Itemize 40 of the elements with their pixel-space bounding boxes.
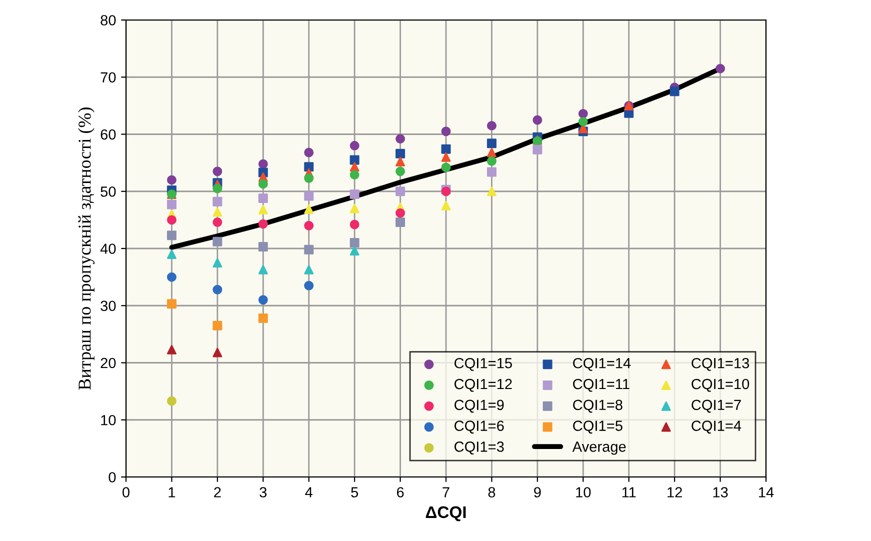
legend-label: CQI1=13 <box>692 358 750 371</box>
legend-label: CQI1=11 <box>573 378 630 392</box>
x-tick-label: 7 <box>442 487 450 498</box>
x-axis-title: ΔCQI <box>426 506 466 522</box>
legend-label: CQI1=12 <box>454 378 512 392</box>
legend-label: CQI1=7 <box>692 400 741 413</box>
y-tick-label: 30 <box>100 300 116 312</box>
y-axis-title: Витраш по пропускній здатності (%) <box>78 107 95 390</box>
x-tick-label: 4 <box>305 487 312 498</box>
legend-label: CQI1=10 <box>692 378 750 392</box>
x-tick-label: 9 <box>534 487 541 498</box>
legend-label: CQI1=4 <box>692 420 742 434</box>
legend-label: CQI1=3 <box>454 442 504 454</box>
x-tick-label: 2 <box>214 487 221 498</box>
legend-label: Average <box>572 442 626 455</box>
y-tick-label: 60 <box>100 129 116 140</box>
x-tick-label: 11 <box>622 487 636 498</box>
x-tick-label: 6 <box>396 487 404 498</box>
x-tick-label: 3 <box>260 487 267 498</box>
y-tick-label: 0 <box>108 472 116 482</box>
x-tick-label: 13 <box>713 487 728 498</box>
legend-label: CQI1=9 <box>454 400 504 413</box>
x-tick-label: 14 <box>759 487 774 498</box>
y-tick-label: 10 <box>101 414 116 426</box>
y-tick-label: 50 <box>100 186 116 197</box>
legend-label: CQI1=14 <box>573 358 631 371</box>
x-tick-label: 5 <box>351 487 358 498</box>
x-tick-label: 0 <box>122 487 130 498</box>
y-tick-label: 80 <box>100 15 116 26</box>
y-tick-label: 70 <box>100 72 116 83</box>
y-tick-label: 40 <box>100 244 116 254</box>
legend-label: CQI1=15 <box>454 358 512 371</box>
legend-label: CQI1=6 <box>454 420 504 434</box>
x-tick-label: 10 <box>576 487 591 498</box>
y-tick-label: 20 <box>100 358 116 368</box>
legend-label: CQI1=8 <box>573 400 622 413</box>
x-tick-label: 12 <box>668 487 682 498</box>
x-tick-label: 1 <box>168 487 176 498</box>
legend-label: CQI1=5 <box>573 420 622 434</box>
x-tick-label: 8 <box>488 487 496 498</box>
